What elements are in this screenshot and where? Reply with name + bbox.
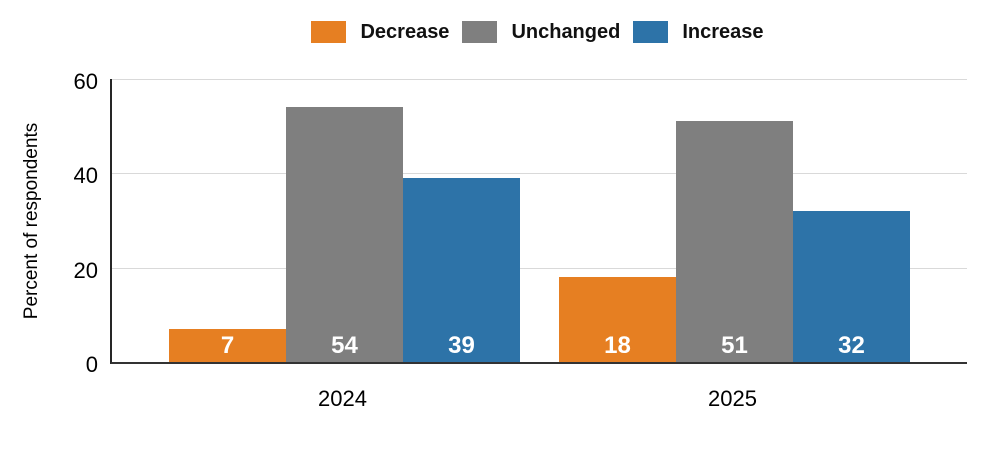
legend-label-increase: Increase bbox=[682, 20, 764, 43]
bar-decrease-2024: 7 bbox=[169, 328, 286, 362]
plot-area: 7 54 39 18 51 32 bbox=[110, 79, 967, 364]
bar-unchanged-2025: 51 bbox=[676, 121, 793, 362]
legend-label-decrease: Decrease bbox=[360, 20, 450, 43]
gridline-60 bbox=[112, 79, 967, 80]
y-tick-label-60: 60 bbox=[73, 69, 98, 94]
bar-value-label-unchanged-2025: 51 bbox=[721, 331, 748, 359]
legend-item-unchanged: Unchanged bbox=[462, 21, 620, 44]
bar-value-label-decrease-2024: 7 bbox=[220, 331, 235, 359]
legend-swatch-unchanged-icon bbox=[462, 21, 498, 43]
y-tick-label-20: 20 bbox=[73, 257, 98, 283]
gridline-20 bbox=[112, 267, 967, 269]
bar-value-label-increase-2025: 32 bbox=[838, 331, 865, 359]
legend-item-increase: Increase bbox=[633, 20, 764, 44]
bar-value-label-increase-2024: 39 bbox=[448, 331, 475, 359]
y-axis-title: Percent of respondents bbox=[21, 122, 42, 320]
bar-unchanged-2024: 54 bbox=[286, 107, 403, 362]
legend-swatch-increase-icon bbox=[633, 21, 669, 43]
y-tick-label-40: 40 bbox=[73, 163, 98, 189]
bar-increase-2025: 32 bbox=[793, 211, 910, 362]
bar-increase-2024: 39 bbox=[403, 178, 520, 362]
legend-swatch-decrease-icon bbox=[311, 21, 347, 43]
x-tick-label-2024: 2024 bbox=[318, 386, 367, 411]
x-tick-label-2025: 2025 bbox=[708, 386, 757, 411]
bar-decrease-2025: 18 bbox=[559, 277, 676, 362]
bar-value-label-unchanged-2024: 54 bbox=[331, 331, 358, 359]
gridline-40 bbox=[112, 173, 967, 175]
y-tick-label-0: 0 bbox=[85, 352, 98, 377]
legend-item-decrease: Decrease bbox=[311, 21, 449, 44]
legend-label-unchanged: Unchanged bbox=[511, 20, 621, 43]
legend: Decrease Unchanged Increase bbox=[110, 20, 965, 44]
bar-value-label-decrease-2025: 18 bbox=[604, 331, 631, 359]
